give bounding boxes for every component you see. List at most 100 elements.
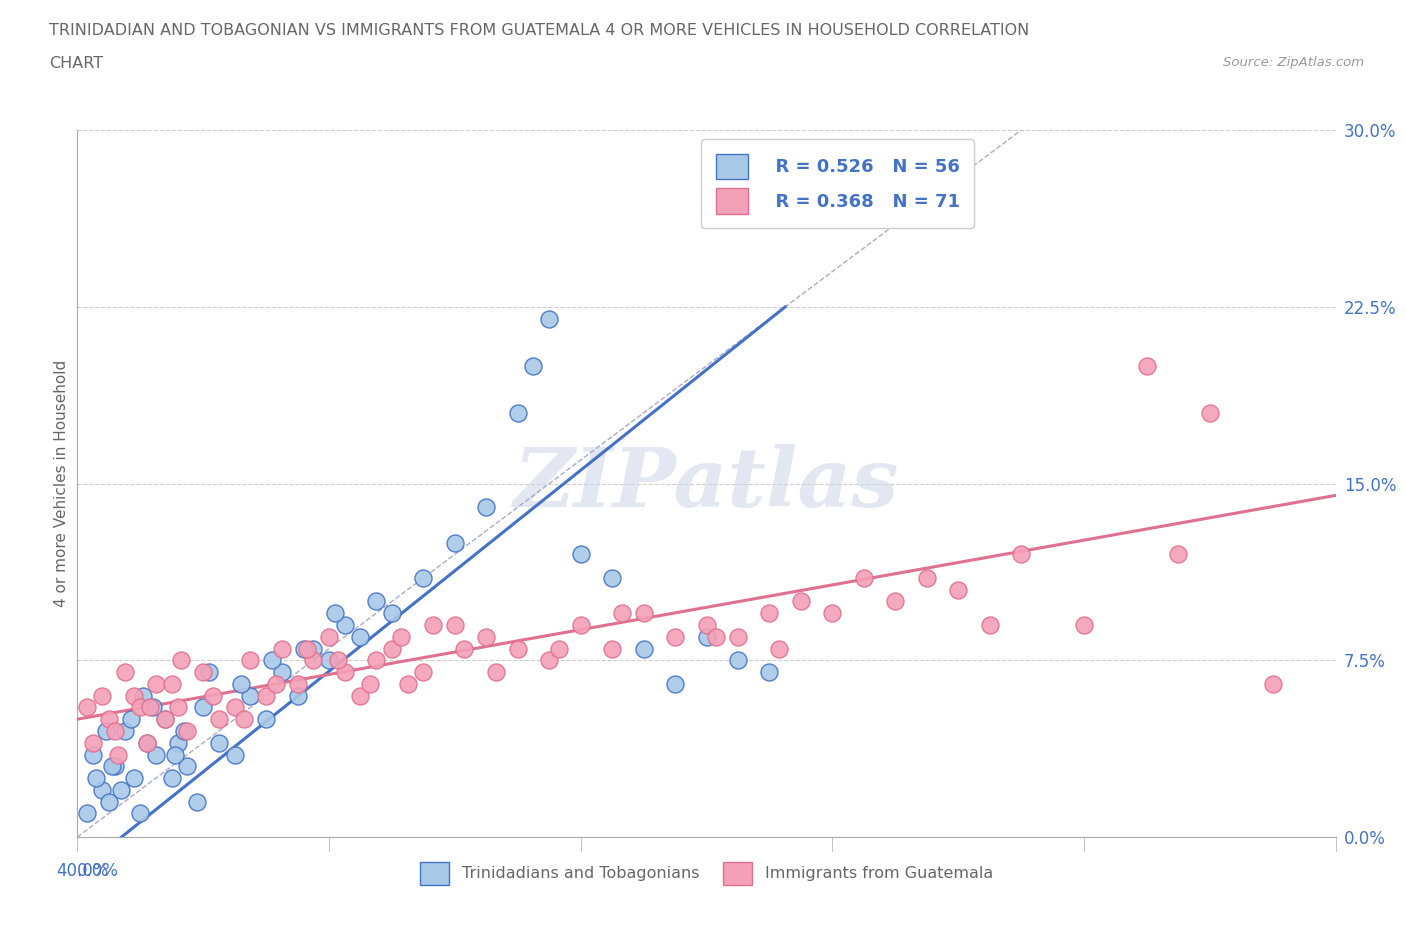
Point — [1167, 547, 1189, 562]
Point — [453, 641, 475, 656]
Point — [167, 700, 190, 715]
Text: Source: ZipAtlas.com: Source: ZipAtlas.com — [1223, 56, 1364, 69]
Point — [664, 630, 686, 644]
Point — [264, 676, 287, 691]
Point — [333, 665, 356, 680]
Point — [444, 535, 467, 550]
Text: 40.0%: 40.0% — [56, 862, 108, 880]
Text: ZIPatlas: ZIPatlas — [513, 444, 900, 524]
Point — [318, 653, 340, 668]
Text: TRINIDADIAN AND TOBAGONIAN VS IMMIGRANTS FROM GUATEMALA 4 OR MORE VEHICLES IN HO: TRINIDADIAN AND TOBAGONIAN VS IMMIGRANTS… — [49, 23, 1029, 38]
Point — [129, 806, 152, 821]
Point — [120, 711, 142, 726]
Point — [135, 736, 157, 751]
Point — [422, 618, 444, 632]
Point — [254, 711, 277, 726]
Point — [114, 724, 136, 738]
Point — [233, 711, 256, 726]
Point — [173, 724, 195, 738]
Point — [104, 724, 127, 738]
Point — [485, 665, 508, 680]
Point — [412, 665, 434, 680]
Point — [97, 711, 120, 726]
Point — [381, 641, 404, 656]
Point — [287, 676, 309, 691]
Point — [239, 688, 262, 703]
Point — [101, 759, 124, 774]
Point — [696, 618, 718, 632]
Point — [396, 676, 419, 691]
Point — [224, 700, 246, 715]
Point — [145, 747, 167, 762]
Point — [94, 724, 117, 738]
Point — [538, 653, 561, 668]
Point — [155, 711, 177, 726]
Point — [948, 582, 970, 597]
Point — [198, 665, 221, 680]
Point — [328, 653, 350, 668]
Point — [704, 630, 727, 644]
Point — [302, 641, 325, 656]
Y-axis label: 4 or more Vehicles in Household: 4 or more Vehicles in Household — [53, 360, 69, 607]
Point — [538, 312, 561, 326]
Point — [821, 605, 844, 620]
Point — [170, 653, 193, 668]
Point — [176, 759, 198, 774]
Point — [135, 736, 157, 751]
Point — [349, 630, 371, 644]
Point — [915, 570, 938, 585]
Point — [91, 782, 114, 797]
Point — [610, 605, 633, 620]
Point — [208, 711, 231, 726]
Point — [979, 618, 1001, 632]
Point — [412, 570, 434, 585]
Point — [224, 747, 246, 762]
Point — [163, 747, 186, 762]
Point — [1198, 405, 1220, 420]
Point — [302, 653, 325, 668]
Point — [884, 594, 907, 609]
Point — [475, 630, 498, 644]
Point — [132, 688, 155, 703]
Point — [664, 676, 686, 691]
Point — [547, 641, 569, 656]
Point — [727, 630, 749, 644]
Point — [852, 570, 875, 585]
Legend: Trinidadians and Tobagonians, Immigrants from Guatemala: Trinidadians and Tobagonians, Immigrants… — [412, 854, 1001, 893]
Point — [569, 618, 592, 632]
Point — [366, 653, 388, 668]
Point — [287, 688, 309, 703]
Point — [768, 641, 790, 656]
Point — [239, 653, 262, 668]
Point — [138, 700, 160, 715]
Point — [359, 676, 381, 691]
Point — [262, 653, 284, 668]
Point — [145, 676, 167, 691]
Point — [389, 630, 412, 644]
Point — [254, 688, 277, 703]
Point — [82, 747, 104, 762]
Point — [160, 771, 183, 786]
Point — [333, 618, 356, 632]
Point — [758, 605, 780, 620]
Point — [381, 605, 404, 620]
Point — [76, 806, 98, 821]
Point — [1136, 358, 1159, 373]
Point — [295, 641, 318, 656]
Point — [1261, 676, 1284, 691]
Point — [633, 605, 655, 620]
Point — [122, 771, 145, 786]
Point — [84, 771, 107, 786]
Point — [191, 700, 215, 715]
Point — [104, 759, 127, 774]
Text: 0.0%: 0.0% — [77, 862, 120, 880]
Point — [201, 688, 224, 703]
Point — [444, 618, 467, 632]
Point — [790, 594, 813, 609]
Point — [229, 676, 252, 691]
Point — [270, 641, 292, 656]
Point — [186, 794, 208, 809]
Point — [506, 641, 529, 656]
Point — [191, 665, 215, 680]
Point — [292, 641, 315, 656]
